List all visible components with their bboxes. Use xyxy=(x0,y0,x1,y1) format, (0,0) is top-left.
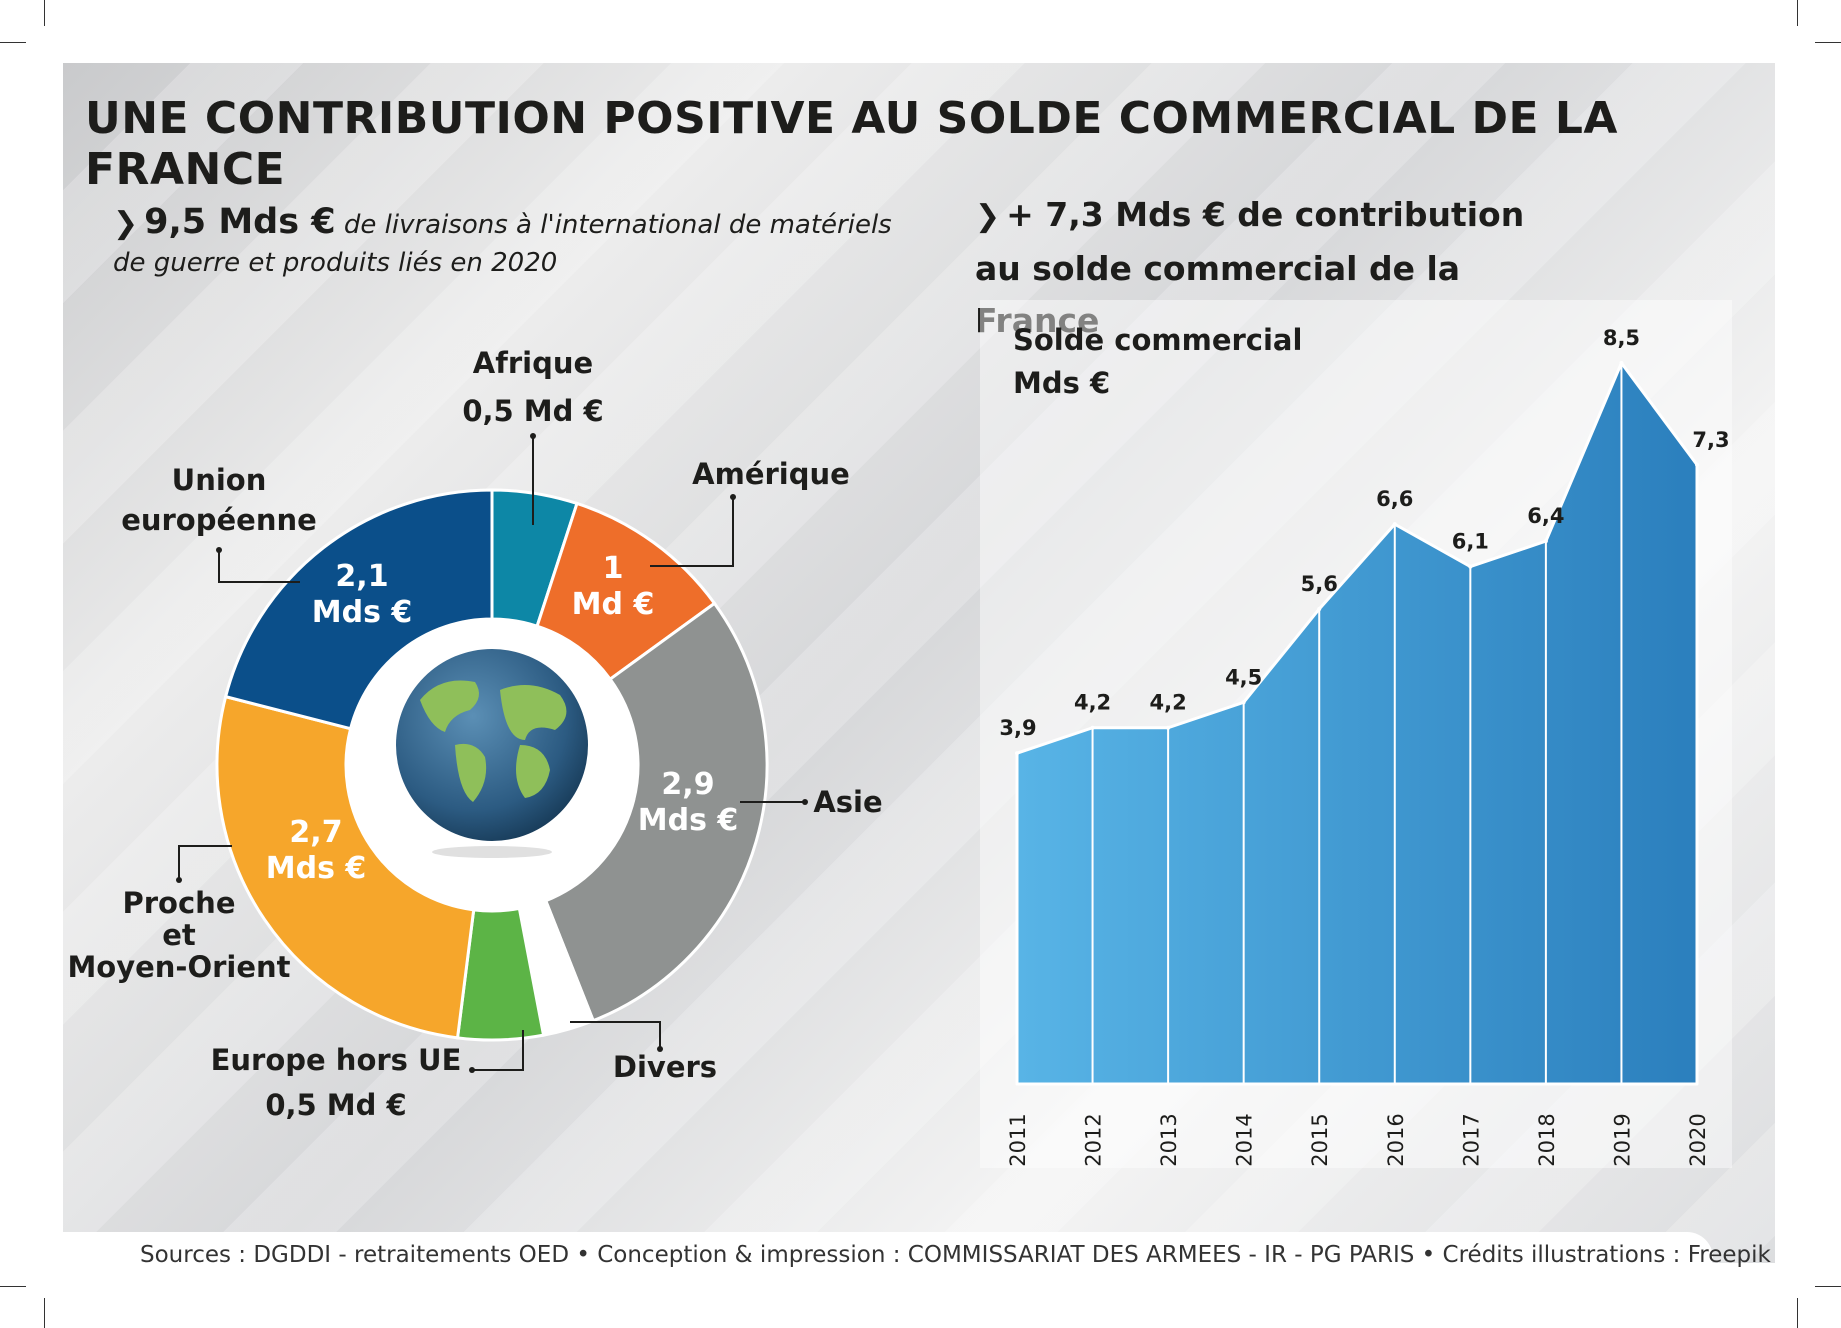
intro-left-text-1: de livraisons à l'international de matér… xyxy=(343,210,892,240)
footer-bar xyxy=(63,1232,1713,1284)
intro-left: ❯ 9,5 Mds € de livraisons à l'internation… xyxy=(113,203,893,282)
x-tick-label: 2011 xyxy=(1006,1113,1030,1166)
data-label: 4,2 xyxy=(1074,691,1111,715)
leader-line-union-europeenne xyxy=(218,550,300,583)
data-point xyxy=(1468,564,1473,569)
slice-value-union-europeenne: Mds € xyxy=(312,595,413,630)
slice-value-amerique: Md € xyxy=(572,587,655,622)
slice-value-proche-et-moyen-orient: Mds € xyxy=(266,851,367,886)
leader-dot-union-europeenne xyxy=(216,547,222,553)
data-point xyxy=(1619,361,1624,365)
leader-line-proche-et-moyen-orient xyxy=(178,845,232,880)
intro-right: ❯ + 7,3 Mds € de contribution au solde co… xyxy=(975,189,1595,347)
x-tick-label: 2014 xyxy=(1233,1113,1257,1166)
data-point xyxy=(1090,725,1095,730)
leader-dot-divers xyxy=(657,1046,663,1052)
slice-label-asie: Asie xyxy=(813,785,882,819)
leader-dot-europe-hors-ue xyxy=(469,1067,475,1073)
globe-icon xyxy=(396,649,588,858)
data-point xyxy=(1543,539,1548,544)
data-label: 4,2 xyxy=(1150,691,1187,715)
slice-label-union-europeenne: Union xyxy=(172,463,267,497)
donut-slices xyxy=(215,488,769,1042)
leader-dot-afrique xyxy=(530,433,536,439)
slice-label-proche-et-moyen-orient: et xyxy=(162,918,196,952)
leader-line-divers xyxy=(570,1021,661,1049)
slice-label-divers: Divers xyxy=(613,1050,717,1084)
slice-value-proche-et-moyen-orient: 2,7 xyxy=(289,815,342,850)
slice-label-afrique: Afrique xyxy=(473,346,593,380)
leader-line-europe-hors-ue xyxy=(472,1030,524,1071)
slice-value-amerique: 1 xyxy=(603,551,624,586)
leader-dot-asie xyxy=(802,799,808,805)
slice-value-union-europeenne: 2,1 xyxy=(335,559,388,594)
x-tick-label: 2016 xyxy=(1384,1113,1408,1166)
leader-dot-amerique xyxy=(730,494,736,500)
slice-label-proche-et-moyen-orient: Moyen-Orient xyxy=(67,950,290,984)
crop-mark xyxy=(44,0,45,26)
data-point xyxy=(1392,522,1397,527)
x-tick-label: 2015 xyxy=(1308,1113,1332,1166)
data-label: 6,4 xyxy=(1527,504,1564,528)
slice-label-union-europeenne: européenne xyxy=(121,503,317,537)
chevron-right-icon: ❯ xyxy=(975,199,1001,234)
chevron-right-icon: ❯ xyxy=(113,206,139,241)
data-point xyxy=(1166,725,1171,730)
x-tick-label: 2019 xyxy=(1610,1113,1634,1166)
crop-mark xyxy=(1815,1286,1841,1287)
slice-label-amerique: Amérique xyxy=(692,457,850,491)
x-tick-label: 2020 xyxy=(1686,1113,1710,1166)
footer-credits: Sources : DGDDI - retraitements OED • Co… xyxy=(140,1242,1771,1268)
slice-value-asie: Mds € xyxy=(638,803,739,838)
leader-dot-proche-et-moyen-orient xyxy=(176,877,182,883)
data-label: 6,1 xyxy=(1452,530,1489,554)
data-label: 6,6 xyxy=(1376,487,1413,511)
crop-mark xyxy=(1797,1298,1798,1328)
data-label: 5,6 xyxy=(1301,572,1338,596)
x-tick-label: 2018 xyxy=(1535,1113,1559,1166)
data-label: 4,5 xyxy=(1225,665,1262,689)
data-point xyxy=(1695,462,1699,467)
data-point xyxy=(1241,700,1246,705)
slice-value-asie: 2,9 xyxy=(661,767,714,802)
x-tick-label: 2017 xyxy=(1459,1113,1483,1166)
area-chart-unit: Mds € xyxy=(1013,366,1110,400)
crop-mark xyxy=(0,42,26,43)
page-title: UNE CONTRIBUTION POSITIVE AU SOLDE COMME… xyxy=(85,93,1618,195)
crop-mark xyxy=(44,1298,45,1328)
leader-line-amerique xyxy=(650,497,734,567)
intro-left-text-2: de guerre et produits liés en 2020 xyxy=(113,248,558,278)
data-point xyxy=(1317,606,1322,611)
data-label: 7,3 xyxy=(1692,428,1729,452)
crop-mark xyxy=(1815,42,1841,43)
data-label: 8,5 xyxy=(1603,326,1640,350)
slice-label-proche-et-moyen-orient: Proche xyxy=(123,886,236,920)
area-series xyxy=(1015,361,1699,1086)
x-tick-label: 2013 xyxy=(1157,1113,1181,1166)
data-label: 3,9 xyxy=(999,716,1036,740)
slice-label-europe-hors-ue: Europe hors UE xyxy=(211,1043,462,1077)
donut-leaders xyxy=(176,433,808,1073)
x-tick-label: 2012 xyxy=(1082,1113,1106,1166)
intro-right-line-2: au solde commercial de la France xyxy=(975,249,1461,340)
crop-mark xyxy=(1797,0,1798,26)
intro-right-line-1: + 7,3 Mds € de contribution xyxy=(1006,195,1525,234)
intro-left-value: 9,5 Mds € xyxy=(144,202,336,242)
slice-label-europe-hors-ue: 0,5 Md € xyxy=(265,1088,406,1122)
crop-mark xyxy=(0,1286,26,1287)
data-point xyxy=(1015,751,1019,756)
area-body: 3,9 2011 4,2 2012 4,2 2013 4,5 2014 5,6 2015 6,6 20… xyxy=(999,326,1729,1167)
slice-label-afrique: 0,5 Md € xyxy=(462,394,603,428)
area-chart-title: Solde commercial xyxy=(1013,323,1302,357)
